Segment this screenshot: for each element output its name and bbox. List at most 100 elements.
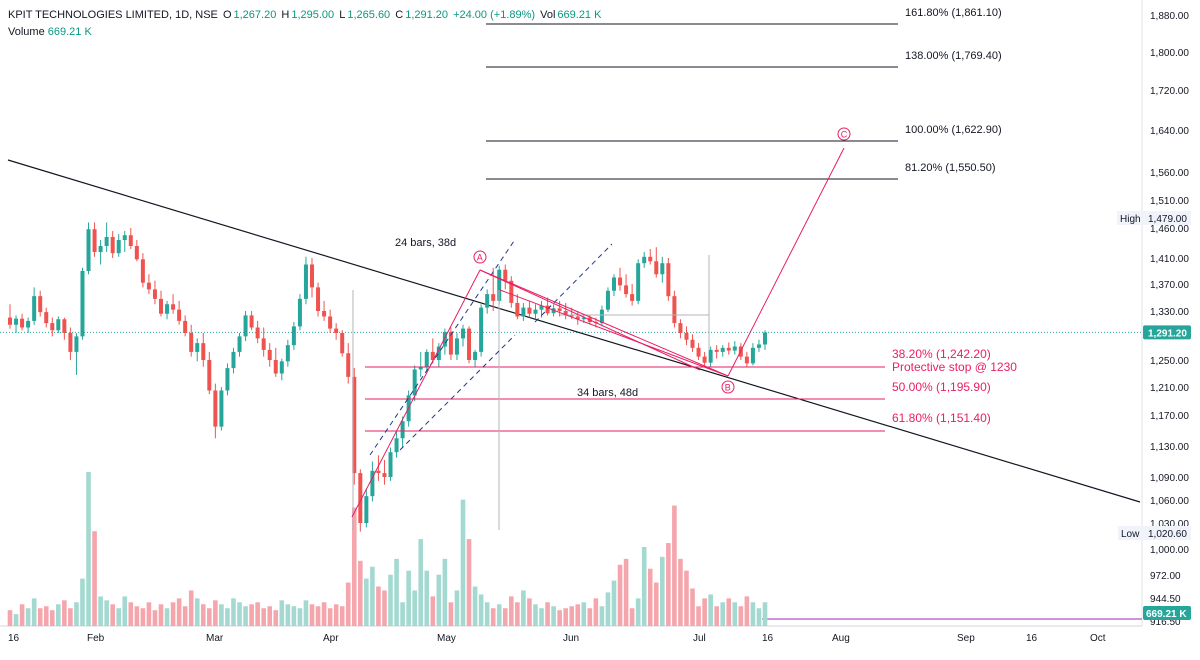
time-tick-label: 16 <box>762 633 774 644</box>
volume-bar <box>442 558 448 626</box>
candle-body <box>473 351 478 360</box>
channel-line <box>534 243 613 323</box>
volume-bar <box>339 606 345 626</box>
volume-bar <box>412 590 417 626</box>
candle-body <box>708 349 713 363</box>
volume-bar <box>213 600 218 626</box>
candle-body <box>382 473 387 477</box>
volume-bar <box>31 598 37 626</box>
candle-body <box>660 263 665 275</box>
high-tag-value-bg <box>1143 211 1191 225</box>
volume-bar <box>515 602 520 626</box>
volume-bar <box>43 606 49 626</box>
candle-body <box>32 296 37 321</box>
candle-body <box>696 347 701 357</box>
candle-body <box>128 235 133 246</box>
candle-body <box>219 390 224 427</box>
volume-bar <box>92 531 97 626</box>
low-tag-label-bg <box>1118 526 1143 540</box>
channel-line <box>369 240 515 456</box>
volume-bar <box>617 564 623 626</box>
abc-leg <box>727 147 845 377</box>
candle-body <box>732 346 737 351</box>
candle-body <box>152 289 157 299</box>
candle-body <box>231 351 236 369</box>
volume-bar <box>738 606 744 626</box>
candle-body <box>599 309 604 324</box>
price-tick-label: 1,800.00 <box>1150 48 1189 59</box>
fib-level-label: 100.00% (1,622.90) <box>905 124 1002 136</box>
candle-body <box>750 347 755 364</box>
volume-bar <box>641 547 647 626</box>
candle-body <box>310 264 314 288</box>
candle-body <box>322 311 327 317</box>
candle-body <box>448 331 453 355</box>
volume-bar <box>702 598 707 626</box>
volume-bar <box>593 598 599 626</box>
volume-bar <box>345 582 351 626</box>
candle-body <box>467 328 472 360</box>
volume-bar <box>762 602 768 626</box>
volume-bar <box>333 604 339 626</box>
candle-body <box>14 318 19 325</box>
volume-bar <box>327 608 333 626</box>
volume-bar <box>364 578 369 626</box>
volume-bar <box>68 608 73 626</box>
volume-bar <box>478 594 484 626</box>
price-tick-label: 1,030.00 <box>1150 519 1189 530</box>
bars-range-label: 24 bars, 38d <box>395 237 456 249</box>
volume-bar <box>267 606 273 626</box>
candle-body <box>261 338 266 350</box>
protective-stop-label: Protective stop @ 1230 <box>892 360 1017 374</box>
volume-bar <box>309 604 315 626</box>
price-tick-label: 1,410.00 <box>1150 254 1189 265</box>
candle-body <box>763 332 767 345</box>
volume-bar <box>605 592 611 626</box>
volume-bar <box>200 604 206 626</box>
volume-bar <box>726 598 732 626</box>
volume-bar <box>243 606 248 626</box>
volume-bar <box>74 602 79 626</box>
candle-body <box>159 298 163 314</box>
volume-bar <box>7 610 13 626</box>
open-value: 1,267.20 <box>233 9 277 21</box>
volume-bar <box>225 608 230 626</box>
volume-bar <box>291 606 297 626</box>
candle-body <box>249 315 254 328</box>
abc-leg <box>351 269 481 518</box>
change-value: +24.00 (+1.89%) <box>453 9 536 21</box>
volume-bar <box>430 596 436 626</box>
volume-bar <box>533 604 538 626</box>
candle-body <box>630 294 635 301</box>
volume-bar <box>249 604 254 626</box>
price-tick-label: 1,560.00 <box>1150 168 1189 179</box>
price-tick-label: 944.50 <box>1150 594 1181 605</box>
volume-bar <box>13 614 19 626</box>
candle-body <box>68 333 73 352</box>
volume-bar <box>587 608 593 626</box>
candle-body <box>436 346 441 360</box>
candle-body <box>454 338 459 355</box>
volume-bar <box>653 582 659 626</box>
volume-bar <box>315 606 321 626</box>
volume-bar <box>732 602 738 626</box>
abc-leg <box>479 269 729 377</box>
candle-body <box>376 470 381 474</box>
candle-body <box>297 298 302 327</box>
volume-bar <box>56 604 61 626</box>
symbol-title: KPIT TECHNOLOGIES LIMITED, 1D, NSE <box>8 9 218 21</box>
fib-level-label: 50.00% (1,195.90) <box>892 380 991 394</box>
candle-body <box>618 277 623 286</box>
candle-body <box>678 323 683 333</box>
time-tick-label: 16 <box>8 633 20 644</box>
candle-body <box>86 229 91 271</box>
volume-bar <box>122 596 128 626</box>
time-tick-label: Jun <box>563 633 579 644</box>
wave-point-marker <box>473 250 487 264</box>
fib-level-label: 138.00% (1,769.40) <box>905 50 1002 62</box>
candle-body <box>285 345 290 362</box>
volume-bar <box>279 600 285 626</box>
volume-bar <box>484 602 490 626</box>
